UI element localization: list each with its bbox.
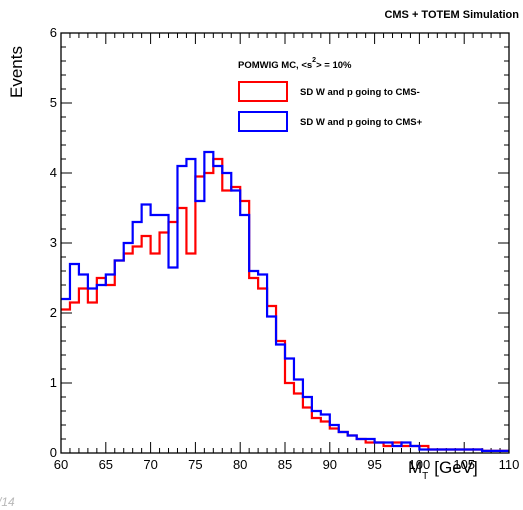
legend-swatch — [238, 81, 288, 102]
legend: POMWIG MC, <s2> = 10% SD W and p going t… — [238, 57, 423, 132]
x-tick-label: 90 — [323, 457, 337, 472]
page-footer-label: /14 — [0, 495, 15, 509]
x-axis-title-sub: T — [422, 471, 428, 482]
x-axis-title: MT [GeV] — [408, 458, 478, 482]
x-tick-label: 60 — [54, 457, 68, 472]
x-tick-label: 80 — [233, 457, 247, 472]
legend-header: POMWIG MC, <s2> = 10% — [238, 57, 352, 71]
axis-tick-labels: 60 65 70 75 80 85 90 95 100 105 110 0 1 2 3 4 5 6 — [50, 25, 520, 472]
x-tick-label: 75 — [188, 457, 202, 472]
legend-entry: SD W and p going to CMS+ — [238, 111, 423, 132]
y-tick-label: 1 — [50, 375, 57, 390]
chart-title: CMS + TOTEM Simulation — [384, 9, 519, 21]
y-tick-label: 6 — [50, 25, 57, 40]
series-lines — [61, 150, 509, 452]
y-tick-label: 0 — [50, 445, 57, 460]
x-axis-title-main: M — [408, 458, 422, 477]
x-tick-label: 95 — [367, 457, 381, 472]
x-tick-label: 110 — [499, 457, 520, 472]
x-tick-label: 100 — [409, 457, 431, 472]
plot-frame — [60, 32, 510, 454]
legend-entry: SD W and p going to CMS- — [238, 81, 420, 102]
legend-header-main: POMWIG MC, <s — [238, 60, 312, 71]
legend-header-super: 2 — [312, 57, 316, 64]
y-tick-label: 4 — [50, 165, 57, 180]
x-tick-label: 70 — [143, 457, 157, 472]
legend-swatch — [238, 111, 288, 132]
x-tick-label: 85 — [278, 457, 292, 472]
x-axis-title-unit: [GeV] — [434, 458, 477, 477]
series-line-cms-minus — [61, 157, 509, 452]
series-line-cms-plus — [61, 150, 509, 452]
legend-label: SD W and p going to CMS- — [300, 87, 420, 98]
y-tick-label: 5 — [50, 95, 57, 110]
legend-label: SD W and p going to CMS+ — [300, 117, 423, 128]
y-tick-label: 2 — [50, 305, 57, 320]
legend-header-rest: > = 10% — [316, 60, 352, 71]
x-tick-label: 105 — [453, 457, 475, 472]
y-tick-label: 3 — [50, 235, 57, 250]
y-axis-title: Events — [7, 46, 26, 98]
x-tick-label: 65 — [99, 457, 113, 472]
